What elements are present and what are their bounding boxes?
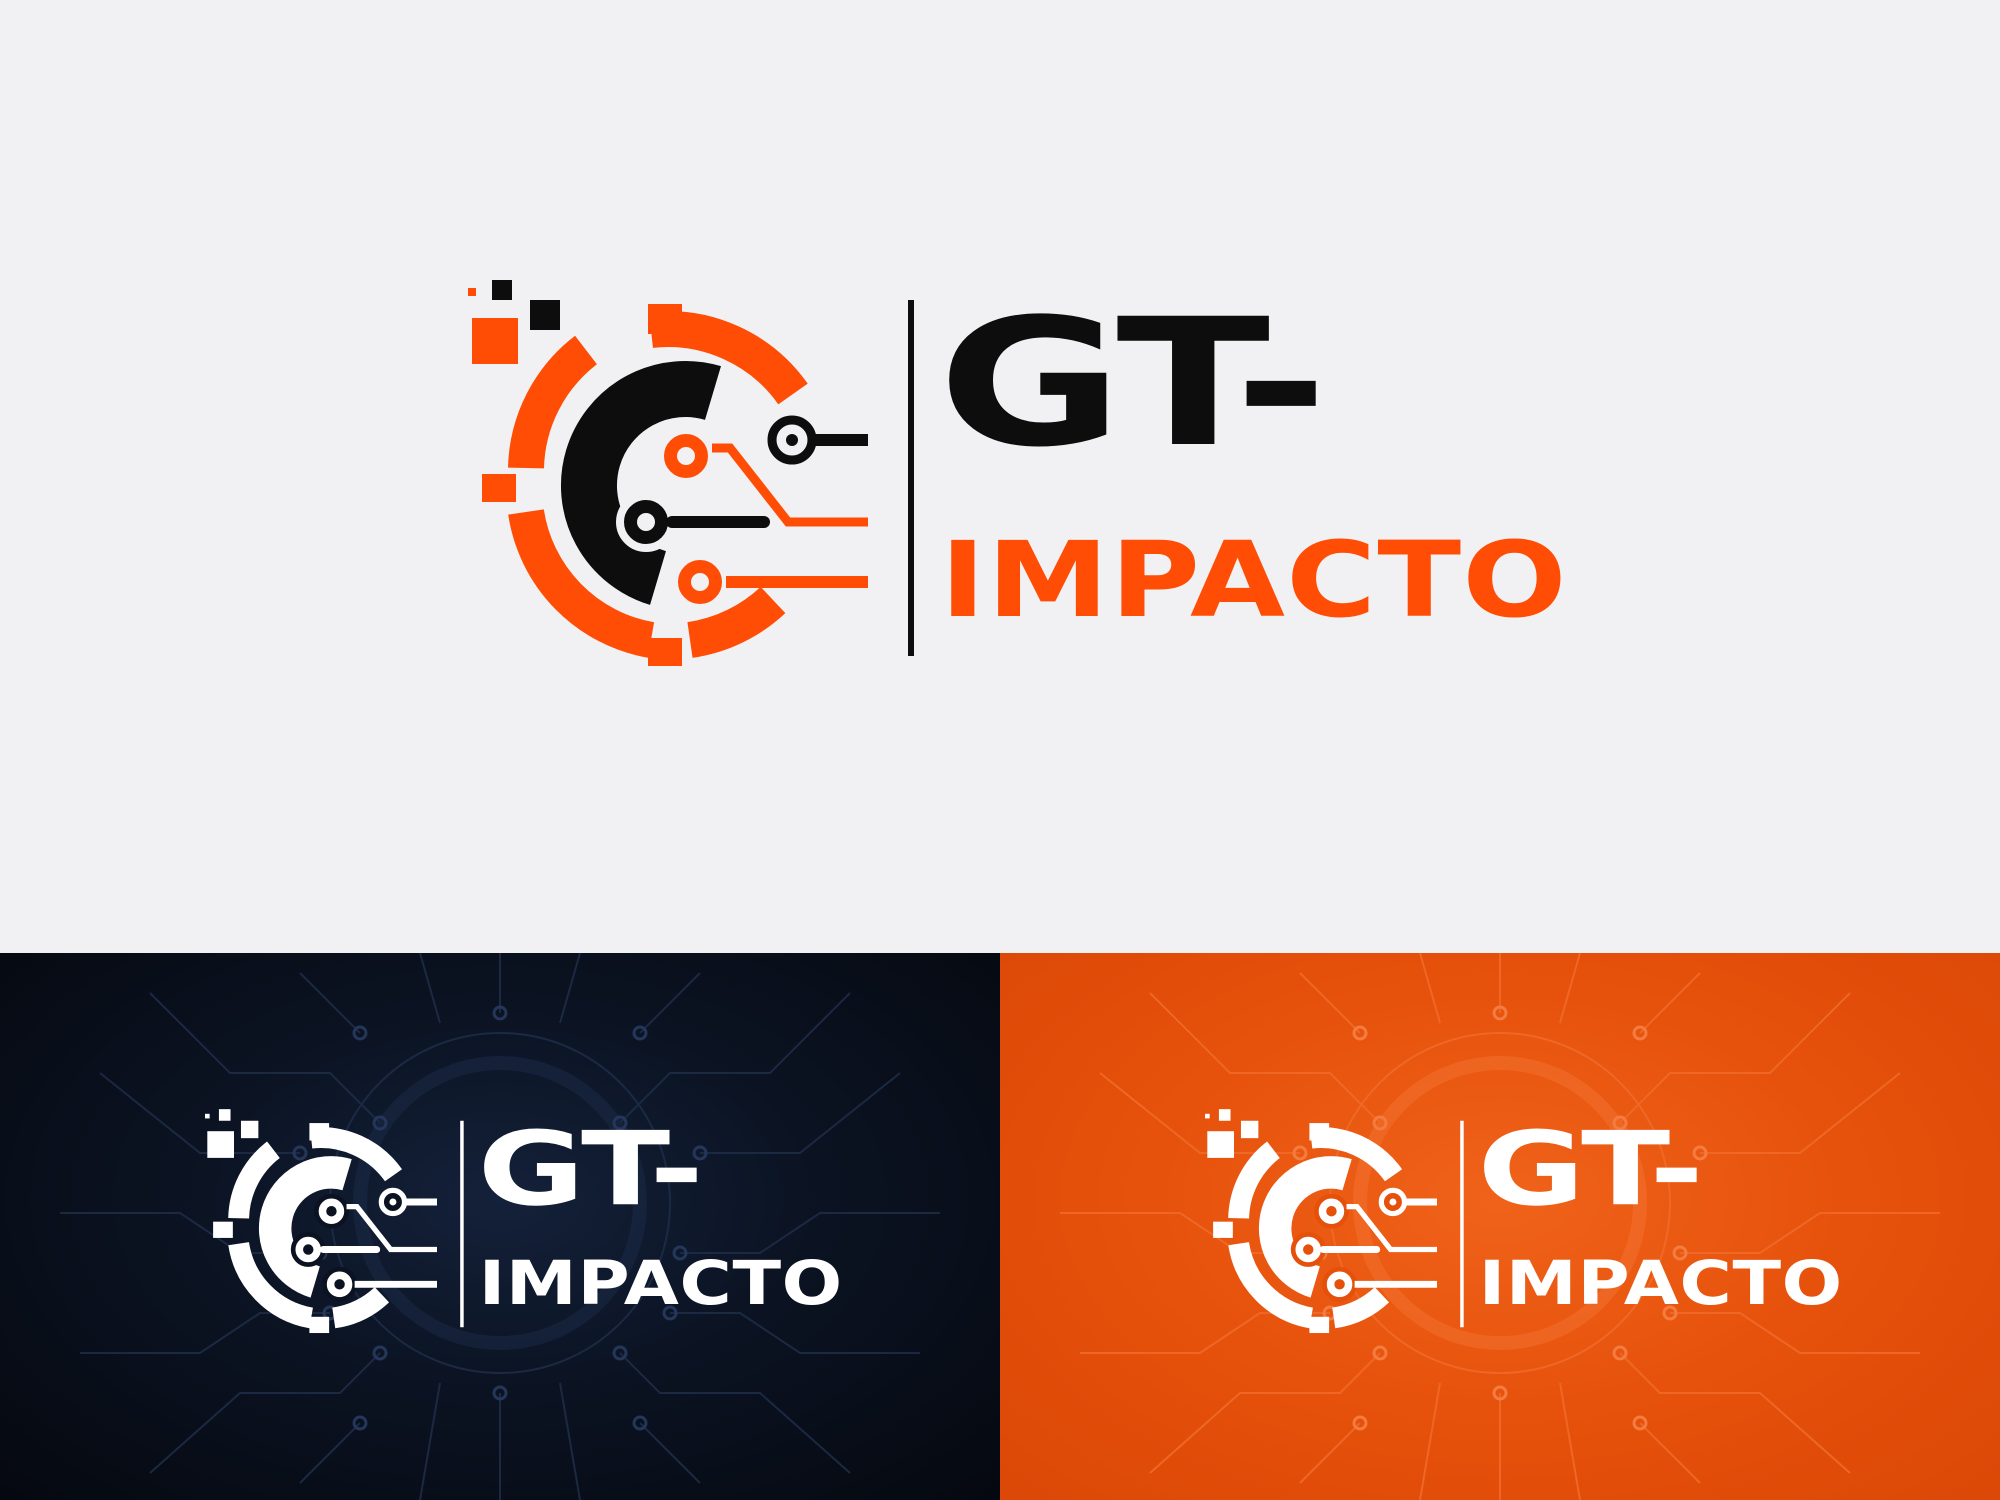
circuit-gear-logo-icon (468, 278, 888, 698)
brand-name-line2: IMPACTO (478, 1247, 843, 1319)
brand-name-line2: IMPACTO (940, 519, 1568, 641)
circuit-gear-logo-icon (1205, 1108, 1449, 1352)
dark-logo-panel (0, 953, 1000, 1500)
logo-divider (460, 1120, 464, 1328)
circuit-background-pattern (60, 953, 940, 1500)
circuit-background-pattern (1060, 953, 1940, 1500)
logo-divider (908, 300, 914, 656)
light-logo-panel: GT- IMPACTO (468, 278, 1568, 698)
brand-logo-on-dark: GT- IMPACTO (205, 1108, 843, 1352)
orange-logo-panel (1000, 953, 2000, 1500)
brand-logo-primary: GT- IMPACTO (468, 278, 1568, 698)
brand-name-line1: GT- (477, 1109, 704, 1229)
brand-name-line1: GT- (938, 281, 1328, 486)
brand-logo-on-orange: GT- IMPACTO (1205, 1108, 1843, 1352)
logo-divider (1460, 1120, 1464, 1328)
brand-name-line1: GT- (1477, 1109, 1704, 1229)
circuit-gear-logo-icon (205, 1108, 449, 1352)
brand-name-line2: IMPACTO (1478, 1247, 1843, 1319)
